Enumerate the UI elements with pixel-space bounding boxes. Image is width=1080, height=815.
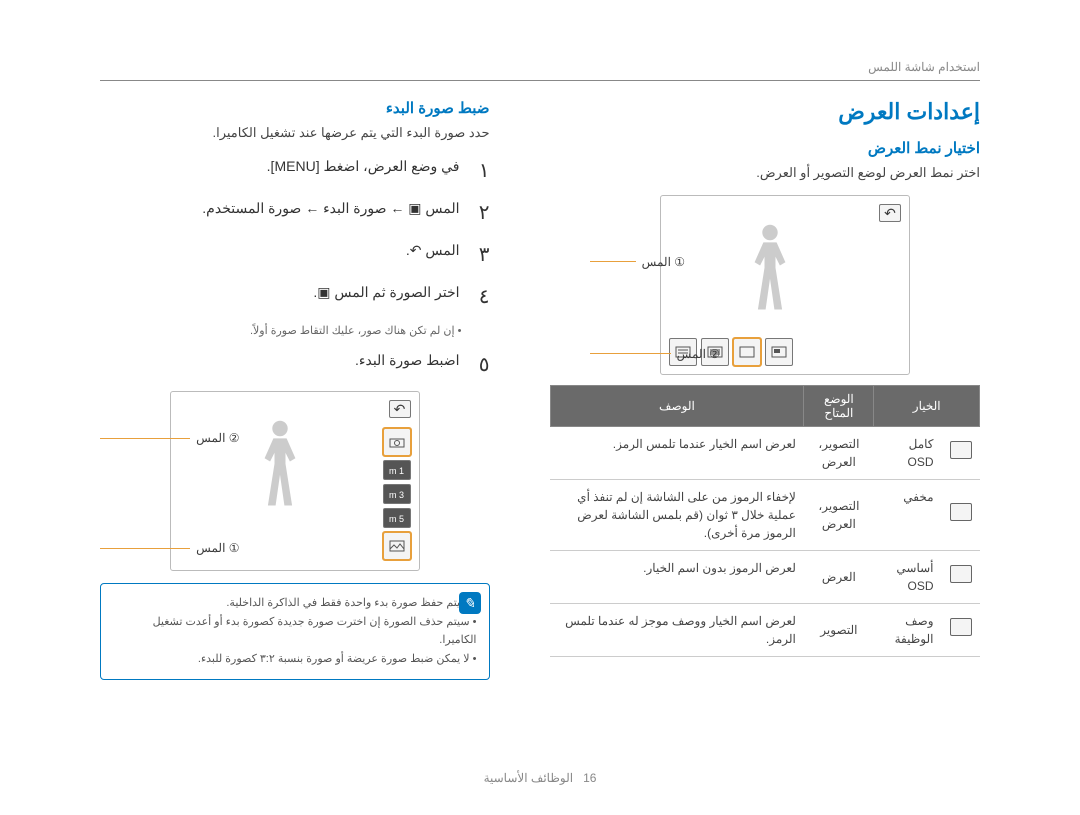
col-mode: الوضع المتاح: [804, 385, 874, 426]
row-icon: [950, 565, 972, 583]
step-num: ١: [470, 155, 490, 187]
opt-desc: لإخفاء الرموز من على الشاشة إن لم تنفذ أ…: [550, 479, 804, 550]
time-5m: 5 m: [383, 508, 411, 528]
row-icon: [950, 503, 972, 521]
opt-name: أساسي OSD: [874, 550, 942, 603]
pointer-2: ② المس: [590, 347, 720, 361]
step-num: ٢: [470, 197, 490, 229]
opt-desc: لعرض الرموز بدون اسم الخيار.: [550, 550, 804, 603]
row-icon: [950, 441, 972, 459]
pointer-2-left-label: ② المس: [196, 431, 239, 445]
time-1m: 1 m: [383, 460, 411, 480]
pointer-1-left: ① المس: [100, 541, 240, 555]
opt-mode: التصوير، العرض: [804, 426, 874, 479]
main-title: إعدادات العرض: [550, 99, 981, 125]
info-item: سيتم حفظ صورة بدء واحدة فقط في الذاكرة ا…: [141, 594, 477, 613]
col-option: الخيار: [874, 385, 980, 426]
table-row: وصف الوظيفة التصوير لعرض اسم الخيار ووصف…: [550, 603, 980, 656]
step-num: ٣: [470, 239, 490, 271]
camera-icon: [383, 428, 411, 456]
time-3m: 3 m: [383, 484, 411, 504]
steps-list: ١ في وضع العرض، اضغط [MENU]. ٢ المس ▣ ← …: [100, 155, 490, 382]
step-text: اضبط صورة البدء.: [100, 349, 460, 381]
silhouette: [691, 208, 849, 334]
step-note: إن لم تكن هناك صور، عليك التقاط صورة أول…: [100, 323, 462, 340]
step-text: المس ▣ ← صورة البدء ← صورة المستخدم.: [100, 197, 460, 229]
step: ٣ المس ↶.: [100, 239, 490, 271]
mode-icon-1: [765, 338, 793, 366]
image-icon: [383, 532, 411, 560]
opt-name: وصف الوظيفة: [874, 603, 942, 656]
breadcrumb-text: استخدام شاشة اللمس: [868, 60, 980, 74]
table-row: كامل OSD التصوير، العرض لعرض اسم الخيار …: [550, 426, 980, 479]
pointer-1-left-label: ① المس: [196, 541, 239, 555]
info-item: سيتم حذف الصورة إن اخترت صورة جديدة كصور…: [141, 613, 477, 650]
section-name: الوظائف الأساسية: [484, 771, 574, 785]
step-text: اختر الصورة ثم المس ▣.: [100, 281, 460, 313]
opt-name: مخفي: [874, 479, 942, 550]
mode-icon-2-selected: [733, 338, 761, 366]
step-num: ٥: [470, 349, 490, 381]
back-icon: ↶: [389, 400, 411, 418]
step: ٤ اختر الصورة ثم المس ▣.: [100, 281, 490, 313]
pointer-2-left: ② المس: [100, 431, 240, 445]
opt-mode: التصوير، العرض: [804, 479, 874, 550]
page-number: 16: [583, 771, 596, 785]
options-table: الخيار الوضع المتاح الوصف كامل OSD التصو…: [550, 385, 981, 657]
pointer-1: ① المس: [590, 255, 685, 269]
opt-desc: لعرض اسم الخيار ووصف موجز له عندما تلمس …: [550, 603, 804, 656]
step-num: ٤: [470, 281, 490, 313]
silhouette: [201, 404, 359, 530]
left-icons-col: 1 m 3 m 5 m: [383, 428, 411, 560]
subtitle-display-mode: اختيار نمط العرض: [550, 139, 981, 157]
breadcrumb: استخدام شاشة اللمس: [100, 60, 980, 81]
info-box: ✎ سيتم حفظ صورة بدء واحدة فقط في الذاكرة…: [100, 583, 490, 680]
intro-right: اختر نمط العرض لوضع التصوير أو العرض.: [550, 163, 981, 183]
step: ٥ اضبط صورة البدء.: [100, 349, 490, 381]
pointer-2-label: ② المس: [677, 347, 720, 361]
opt-mode: التصوير: [804, 603, 874, 656]
page-footer: 16 الوظائف الأساسية: [0, 771, 1080, 785]
subtitle-start-image: ضبط صورة البدء: [100, 99, 490, 117]
info-icon: ✎: [459, 592, 481, 614]
opt-mode: العرض: [804, 550, 874, 603]
opt-desc: لعرض اسم الخيار عندما تلمس الرمز.: [550, 426, 804, 479]
row-icon: [950, 618, 972, 636]
intro-left: حدد صورة البدء التي يتم عرضها عند تشغيل …: [100, 123, 490, 143]
pointer-1-label: ① المس: [642, 255, 685, 269]
opt-name: كامل OSD: [874, 426, 942, 479]
step: ١ في وضع العرض، اضغط [MENU].: [100, 155, 490, 187]
step-text: المس ↶.: [100, 239, 460, 271]
back-icon: ↶: [879, 204, 901, 222]
table-row: أساسي OSD العرض لعرض الرموز بدون اسم الخ…: [550, 550, 980, 603]
step-text: في وضع العرض، اضغط [MENU].: [100, 155, 460, 187]
col-desc: الوصف: [550, 385, 804, 426]
table-row: مخفي التصوير، العرض لإخفاء الرموز من على…: [550, 479, 980, 550]
info-item: لا يمكن ضبط صورة عريضة أو صورة بنسبة ٣:٢…: [141, 650, 477, 669]
step: ٢ المس ▣ ← صورة البدء ← صورة المستخدم.: [100, 197, 490, 229]
